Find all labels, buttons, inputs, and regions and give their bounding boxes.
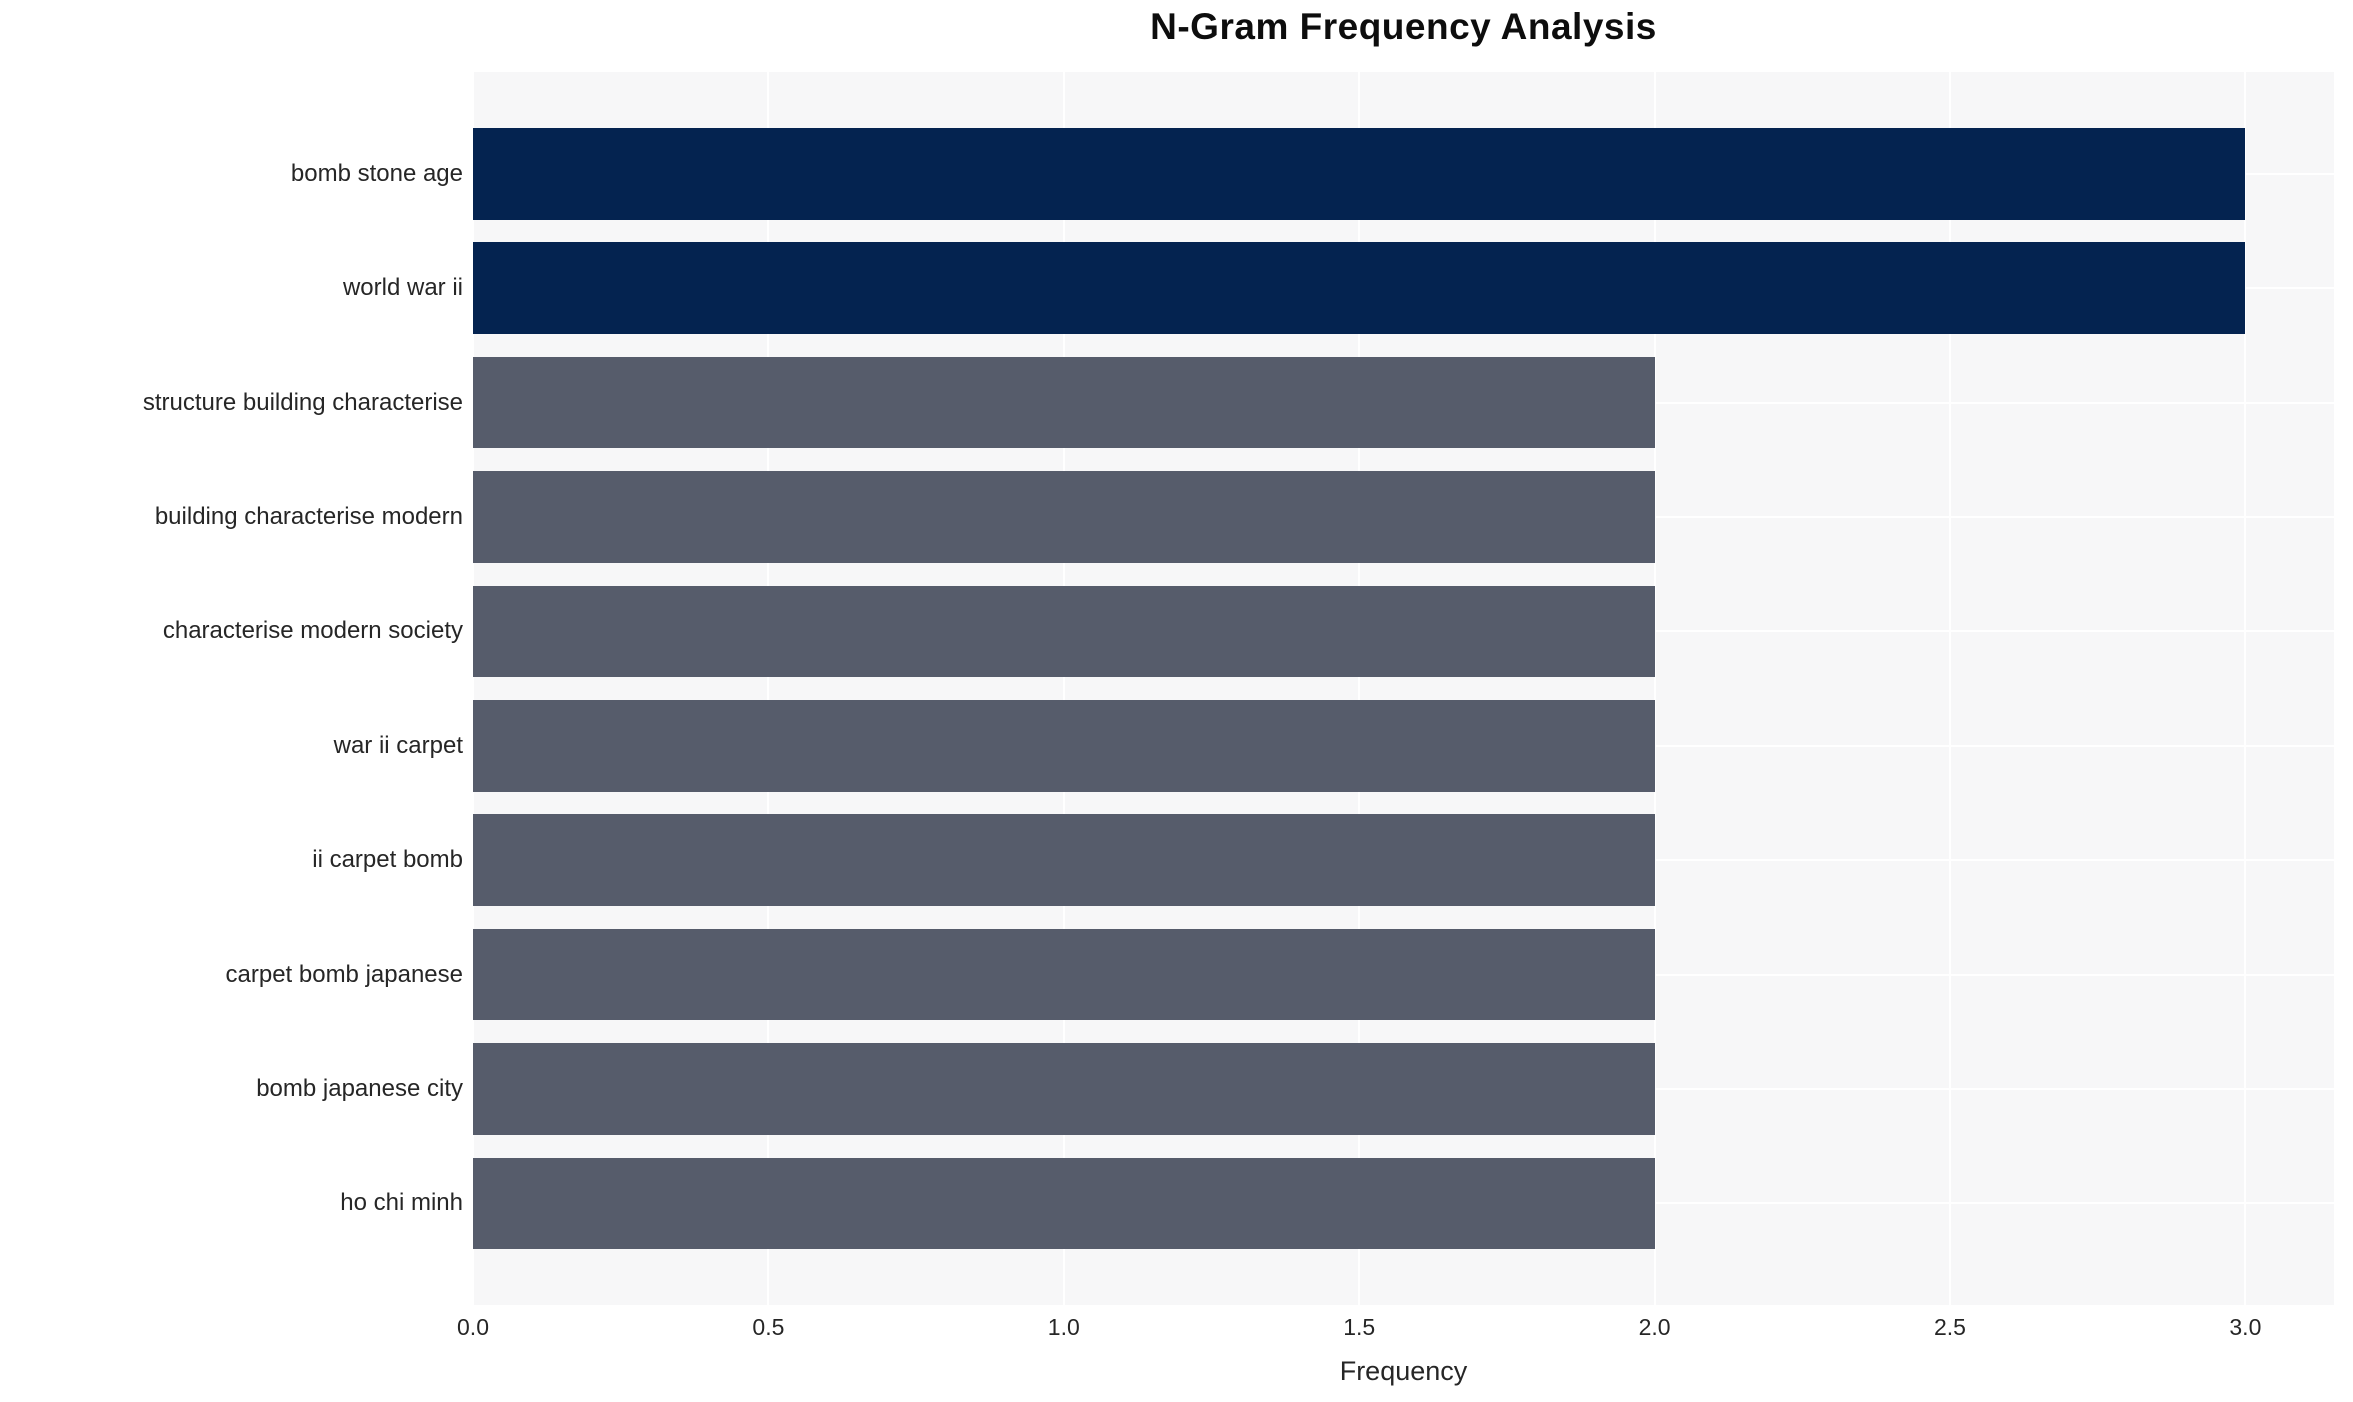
plot-area	[472, 72, 2334, 1305]
y-tick-label-7: carpet bomb japanese	[225, 960, 464, 988]
x-tick-label-0: 0.0	[457, 1314, 489, 1340]
vertical-gridline	[1062, 72, 1065, 1305]
y-tick-label-8: bomb japanese city	[256, 1075, 463, 1102]
bar-0	[473, 128, 2246, 220]
x-tick-label-1: 0.5	[752, 1314, 785, 1340]
vertical-gridline	[472, 72, 474, 1305]
y-tick-label-3: building characterise modern	[154, 503, 463, 530]
x-tick-label-3: 1.5	[1343, 1314, 1376, 1340]
bar-3	[473, 471, 1655, 563]
bar-1	[473, 242, 2246, 334]
bar-9	[473, 1157, 1655, 1250]
x-tick-label-6: 3.0	[2229, 1314, 2262, 1340]
vertical-gridline	[1358, 72, 1361, 1305]
vertical-gridline	[767, 72, 770, 1305]
x-axis-title: Frequency	[1339, 1356, 1468, 1386]
bar-6	[473, 814, 1655, 906]
chart-title: N-Gram Frequency Analysis	[1150, 6, 1657, 47]
vertical-gridline	[1653, 72, 1656, 1305]
vertical-gridline	[1948, 72, 1951, 1305]
y-tick-label-0: bomb stone age	[290, 159, 463, 187]
bar-7	[473, 928, 1655, 1021]
bar-5	[473, 700, 1655, 792]
bar-8	[473, 1043, 1655, 1135]
bar-4	[473, 585, 1655, 678]
y-axis-tick-labels: bomb stone age world war ii structure buil…	[0, 0, 463, 1402]
y-tick-label-9: ho chi minh	[340, 1189, 463, 1217]
y-tick-label-4: characterise modern society	[162, 617, 463, 645]
y-tick-label-5: war ii carpet	[333, 731, 463, 759]
x-tick-label-5: 2.5	[1933, 1314, 1966, 1340]
y-tick-label-2: structure building characterise	[142, 388, 463, 416]
bar-2	[473, 356, 1655, 449]
vertical-gridline	[2244, 72, 2247, 1305]
x-tick-label-4: 2.0	[1638, 1314, 1671, 1340]
x-tick-label-2: 1.0	[1047, 1314, 1080, 1340]
y-tick-label-6: ii carpet bomb	[312, 846, 463, 874]
y-tick-label-1: world war ii	[342, 274, 463, 302]
